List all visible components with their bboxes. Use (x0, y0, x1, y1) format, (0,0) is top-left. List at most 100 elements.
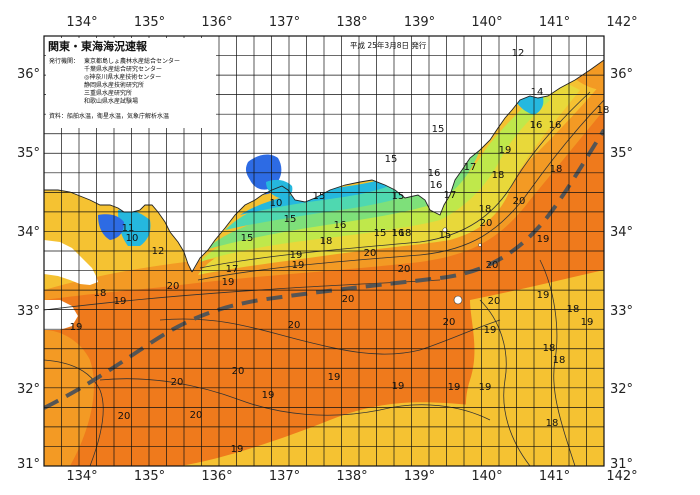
map-title: 関東・東海海況速報 (48, 39, 148, 53)
latitude-label: 35° (17, 146, 40, 161)
isotherm-label: 18 (94, 288, 107, 299)
isotherm-label: 18 (597, 105, 610, 116)
isotherm-label: 20 (480, 218, 493, 229)
isotherm-label: 17 (464, 162, 477, 173)
isotherm-label: 20 (171, 377, 184, 388)
miyake-island (453, 295, 463, 305)
isotherm-label: 20 (486, 260, 499, 271)
latitude-label: 36° (610, 67, 633, 82)
isotherm-19-south (159, 318, 501, 355)
longitude-label: 136° (201, 469, 232, 484)
longitude-label: 140° (471, 15, 502, 30)
isotherm-label: 17 (444, 190, 457, 201)
isotherm-label: 18 (479, 204, 492, 215)
isotherm-label: 16 (530, 120, 543, 131)
kii-channel-cold-water (118, 209, 151, 246)
longitude-label: 142° (606, 469, 637, 484)
isotherm-label: 18 (553, 355, 566, 366)
t16-coastal-band (200, 92, 550, 262)
isotherm-label: 19 (328, 372, 341, 383)
data-sources: 資料：船舶水温，衛星水温，気象庁解析水温 (49, 112, 169, 120)
mikawa-bay-water (266, 179, 293, 198)
isotherm-label: 20 (342, 294, 355, 305)
isotherm-label: 19 (262, 390, 275, 401)
isotherm-label: 15 (432, 124, 445, 135)
isotherm-label: 20 (118, 411, 131, 422)
isotherm-label: 15 (284, 214, 297, 225)
latitude-label: 33° (610, 304, 633, 319)
issuer-2: 千葉県水産総合研究センター (84, 65, 162, 73)
latitude-labels-right: 36° 35° 34° 33° 32° 31° (610, 67, 633, 472)
isotherm-label: 18 (399, 228, 412, 239)
longitude-labels-bottom: 134° 135° 136° 137° 138° 139° 140° 141° 142° (66, 469, 637, 484)
isotherm-label: 12 (512, 48, 525, 59)
isotherm-label: 18 (543, 343, 556, 354)
map-frame (43, 35, 605, 467)
isotherm-19-deep (99, 378, 491, 421)
latitude-label: 32° (17, 382, 40, 397)
isotherm-label: 16 (428, 168, 441, 179)
latitude-label: 31° (610, 457, 633, 472)
issuer-1: 東京都島しょ農林水産総合センター (84, 57, 180, 65)
longitude-label: 134° (66, 469, 97, 484)
isotherm-label: 20 (513, 196, 526, 207)
isotherm-label: 19 (392, 381, 405, 392)
isotherm-label: 18 (546, 418, 559, 429)
isotherm-label: 15 (385, 154, 398, 165)
longitude-label: 135° (134, 15, 165, 30)
isotherm-label: 19 (448, 382, 461, 393)
isotherm-label: 16 (392, 228, 405, 239)
isotherm-label: 20 (288, 320, 301, 331)
latitude-label: 34° (610, 225, 633, 240)
isotherm-label: 15 (439, 230, 452, 241)
longitude-label: 139° (404, 15, 435, 30)
isotherm-label: 20 (364, 248, 377, 259)
isotherm-label: 20 (488, 296, 501, 307)
longitude-labels-top: 134° 135° 136° 137° 138° 139° 140° 141° 142° (66, 15, 637, 30)
osaka-bay-cold-water (98, 214, 124, 240)
longitude-label: 137° (269, 15, 300, 30)
isotherm-label: 16 (549, 120, 562, 131)
isotherm-label: 20 (232, 366, 245, 377)
isotherm-label: 19 (292, 260, 305, 271)
isotherm-label: 19 (537, 290, 550, 301)
isotherm-label: 19 (231, 444, 244, 455)
isotherm-20-west (44, 359, 104, 466)
longitude-label: 139° (404, 469, 435, 484)
longitude-label: 134° (66, 15, 97, 30)
isotherm-label: 19 (537, 234, 550, 245)
longitude-label: 138° (336, 469, 367, 484)
oshima-island (442, 227, 448, 233)
longitude-label: 142° (606, 15, 637, 30)
isotherm-label: 20 (167, 281, 180, 292)
t14-coastal-band (225, 135, 460, 230)
isotherm-label: 16 (334, 220, 347, 231)
isotherm-label: 11 (122, 223, 135, 234)
isotherm-label: 19 (114, 296, 127, 307)
isotherm-19 (199, 91, 591, 269)
isotherm-label: 18 (550, 164, 563, 175)
longitude-label: 136° (201, 15, 232, 30)
isotherm-lines (44, 91, 604, 466)
latitude-label: 32° (610, 382, 633, 397)
isotherm-label: 19 (499, 145, 512, 156)
isotherm-label: 19 (484, 325, 497, 336)
isotherm-label: 15 (374, 228, 387, 239)
issuer-6: 和歌山県水産試験場 (84, 97, 138, 105)
issuers-label: 発行機関： (49, 57, 79, 65)
longitude-label: 138° (336, 15, 367, 30)
isotherm-label: 15 (241, 233, 254, 244)
latitude-label: 35° (610, 146, 633, 161)
issuer-3: ◎神奈川県水産技術センター (84, 73, 161, 81)
isotherm-label: 19 (222, 277, 235, 288)
latitude-label: 34° (17, 225, 40, 240)
isotherm-label: 20 (443, 317, 456, 328)
isotherm-label: 18 (567, 304, 580, 315)
longitude-label: 141° (539, 15, 570, 30)
latitude-label: 33° (17, 304, 40, 319)
isotherm-label: 10 (126, 233, 139, 244)
issuer-5: 三重県水産研究所 (84, 89, 132, 97)
isotherm-label: 19 (581, 317, 594, 328)
issuer-4: 静岡県水産技術研究所 (84, 81, 144, 89)
